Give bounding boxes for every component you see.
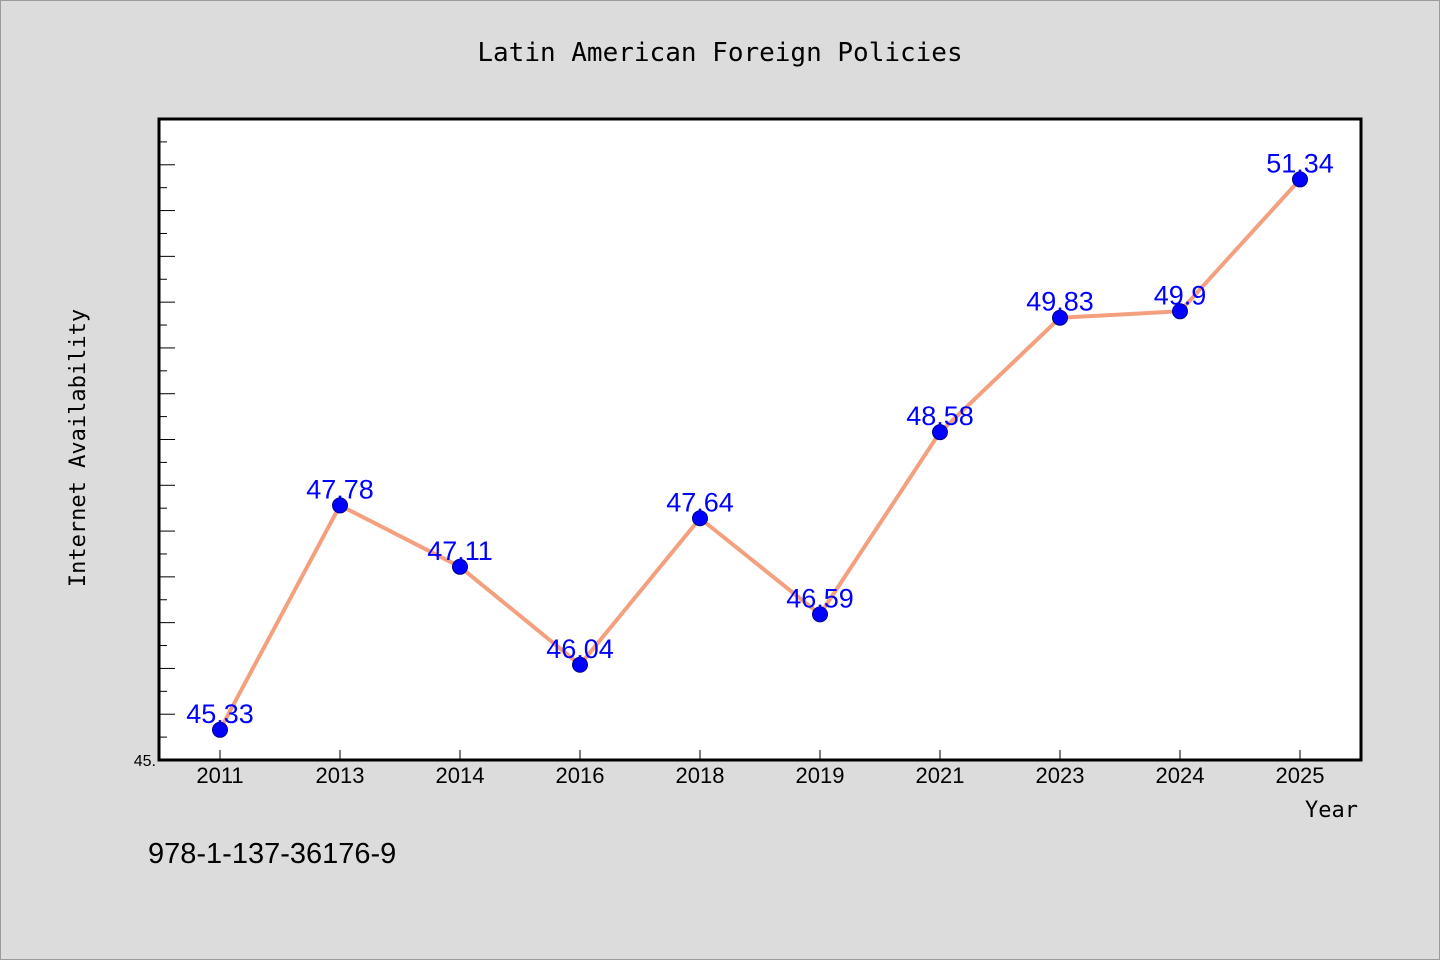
x-axis-ticks: 2011 2013 2014 2016 2018 2019 2021 2023 2024 2025: [196, 750, 1324, 788]
y-axis-label: Internet Availability: [66, 309, 91, 587]
data-point: [212, 721, 228, 738]
x-tick-label: 2013: [316, 763, 365, 788]
x-tick-label: 2019: [796, 763, 845, 788]
x-tick-label: 2014: [436, 763, 485, 788]
data-label: 45.33: [186, 699, 254, 729]
chart-title: Latin American Foreign Policies: [477, 38, 962, 68]
data-label: 49.9: [1154, 280, 1207, 310]
x-tick-label: 2024: [1156, 763, 1205, 788]
data-labels: 45.33 47.78 47.11 46.04 47.64 46.59 48.58 49.83…: [186, 148, 1334, 728]
series-line-group: [218, 178, 1302, 731]
x-tick-label: 2025: [1276, 763, 1325, 788]
x-tick-label: 2016: [556, 763, 605, 788]
data-point: [812, 606, 828, 623]
data-label: 46.59: [786, 583, 854, 613]
data-point: [572, 656, 588, 673]
data-label: 46.04: [546, 634, 614, 664]
data-label: 51.34: [1266, 148, 1334, 178]
data-markers: [212, 171, 1308, 738]
data-label: 47.11: [427, 536, 493, 566]
data-point: [692, 510, 708, 527]
data-label: 48.58: [906, 401, 974, 431]
data-point: [452, 558, 468, 575]
x-tick-label: 2023: [1036, 763, 1085, 788]
y-axis-ticks: [159, 141, 175, 761]
data-point: [332, 497, 348, 514]
data-point: [1052, 309, 1068, 326]
data-label: 47.78: [306, 474, 374, 504]
data-label: 49.83: [1026, 287, 1094, 317]
x-axis-label: Year: [1305, 798, 1358, 823]
data-point: [1172, 303, 1188, 320]
plot-area: [157, 117, 1363, 762]
x-tick-label: 2018: [676, 763, 725, 788]
x-tick-label: 2021: [916, 763, 965, 788]
data-point: [932, 424, 948, 441]
y-tick-label: 45.: [134, 753, 156, 770]
data-point: [1292, 171, 1308, 188]
x-tick-label: 2011: [196, 763, 243, 788]
isbn-code: 978-1-137-36176-9: [148, 838, 396, 870]
series-line: [218, 178, 1302, 731]
data-label: 47.64: [666, 487, 734, 517]
